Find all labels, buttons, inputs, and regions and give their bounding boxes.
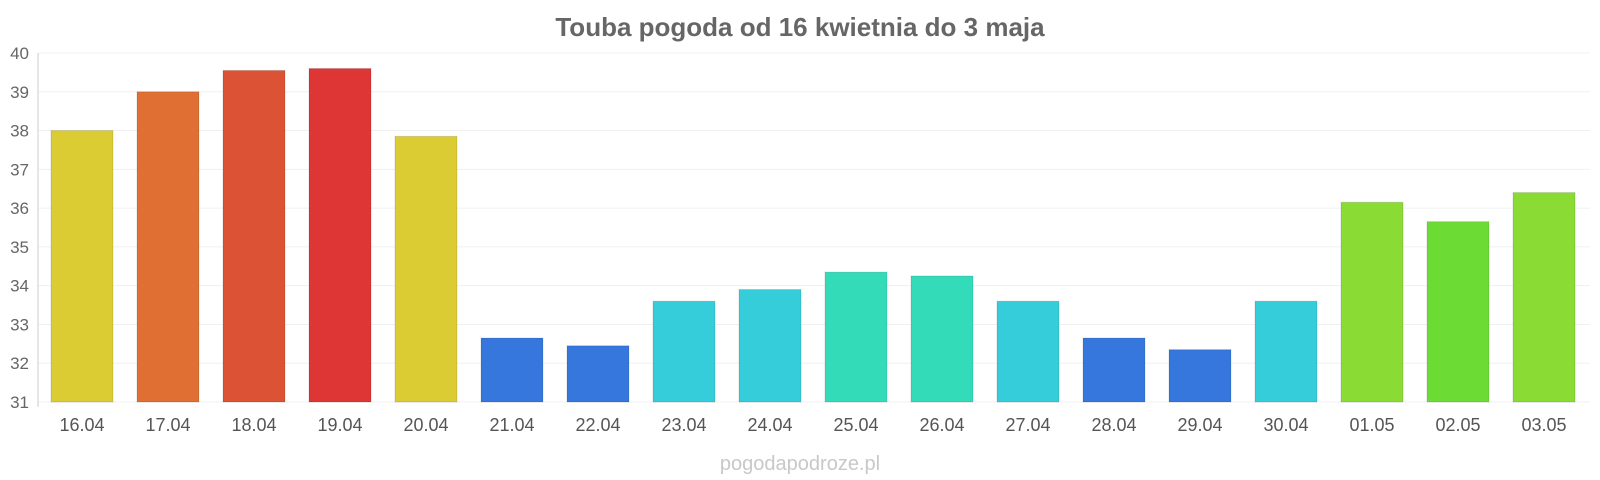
x-tick-label: 22.04 xyxy=(575,415,620,435)
bar xyxy=(1254,300,1318,403)
x-tick-label: 19.04 xyxy=(317,415,362,435)
y-tick-label: 33 xyxy=(10,315,29,334)
x-tick-label: 20.04 xyxy=(403,415,448,435)
bar xyxy=(996,300,1060,403)
x-tick-label: 16.04 xyxy=(59,415,104,435)
bar xyxy=(1426,221,1490,403)
footer-watermark: pogodapodroze.pl xyxy=(720,453,880,475)
y-tick-label: 36 xyxy=(10,199,29,218)
y-tick-label: 31 xyxy=(10,393,29,412)
x-tick-label: 28.04 xyxy=(1091,415,1136,435)
y-tick-label: 32 xyxy=(10,354,29,373)
y-tick-label: 37 xyxy=(10,160,29,179)
y-tick-label: 35 xyxy=(10,238,29,257)
y-tick-label: 39 xyxy=(10,83,29,102)
y-tick-label: 34 xyxy=(10,277,29,296)
bar xyxy=(480,337,544,403)
bar xyxy=(394,135,458,403)
bar xyxy=(1340,201,1404,403)
chart-title: Touba pogoda od 16 kwietnia do 3 maja xyxy=(555,12,1045,42)
bar xyxy=(1168,349,1232,403)
y-tick-label: 38 xyxy=(10,122,29,141)
bar xyxy=(50,130,114,403)
x-tick-label: 30.04 xyxy=(1263,415,1308,435)
y-tick-label: 40 xyxy=(10,44,29,63)
bar xyxy=(566,345,630,403)
bar xyxy=(652,300,716,403)
x-tick-label: 21.04 xyxy=(489,415,534,435)
x-tick-label: 27.04 xyxy=(1005,415,1050,435)
bar xyxy=(136,91,200,403)
grid-layer xyxy=(38,52,1590,403)
bar xyxy=(910,275,974,403)
x-tick-label: 18.04 xyxy=(231,415,276,435)
x-tick-label: 02.05 xyxy=(1435,415,1480,435)
bar xyxy=(1082,337,1146,403)
x-tick-label: 25.04 xyxy=(833,415,878,435)
bar xyxy=(738,289,802,403)
y-axis-ticks: 31 32 33 34 35 36 37 38 39 40 xyxy=(10,44,29,412)
bar xyxy=(1512,192,1576,403)
bars xyxy=(50,68,1576,403)
x-tick-label: 01.05 xyxy=(1349,415,1394,435)
x-tick-label: 17.04 xyxy=(145,415,190,435)
x-tick-label: 29.04 xyxy=(1177,415,1222,435)
x-tick-label: 24.04 xyxy=(747,415,792,435)
bar xyxy=(222,69,286,403)
x-tick-label: 26.04 xyxy=(919,415,964,435)
bar xyxy=(824,271,888,403)
x-tick-label: 23.04 xyxy=(661,415,706,435)
x-tick-label: 03.05 xyxy=(1521,415,1566,435)
x-axis-ticks: 16.04 17.04 18.04 19.04 20.04 21.04 22.04 23.04… xyxy=(59,415,1566,435)
bar xyxy=(308,68,372,403)
